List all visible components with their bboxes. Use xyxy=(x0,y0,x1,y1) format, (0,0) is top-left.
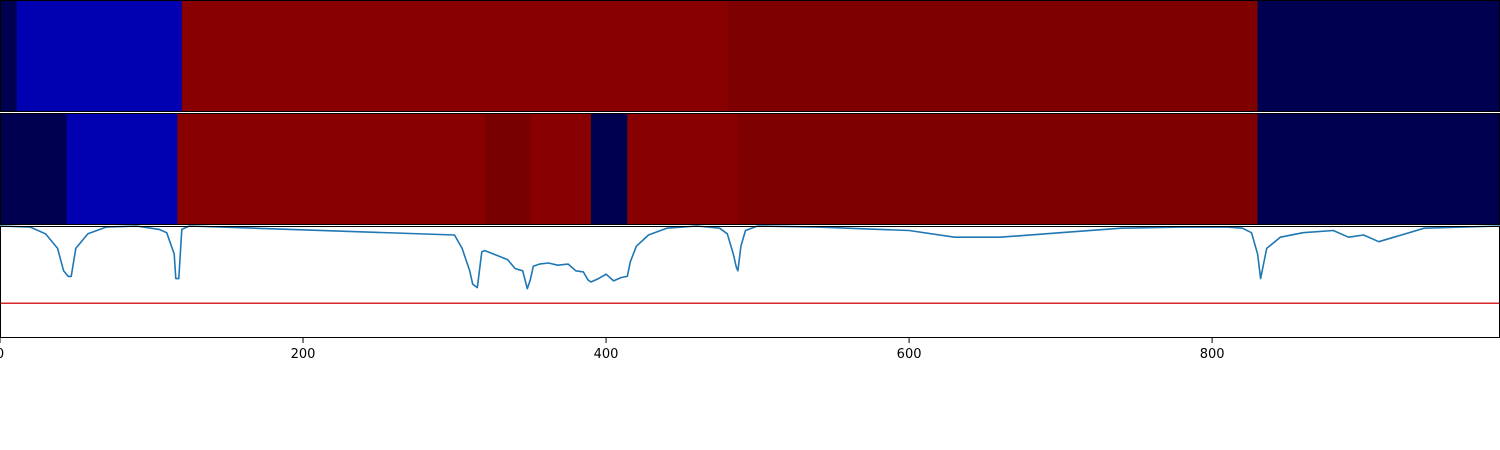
heatmap-segment xyxy=(177,113,486,225)
heatmap-track-2 xyxy=(0,113,1500,225)
heatmap-segment xyxy=(16,0,183,112)
line-plot-panel xyxy=(0,225,1500,338)
heatmap-segment xyxy=(181,0,728,112)
plot-background xyxy=(0,226,1500,338)
series-line xyxy=(0,225,1500,290)
heatmap-segment xyxy=(627,113,739,225)
x-tick-label: 800 xyxy=(1200,347,1225,362)
heatmap-segment xyxy=(66,113,178,225)
heatmap-segment xyxy=(737,113,1259,225)
heatmap-segment xyxy=(590,113,628,225)
x-tick-label: 200 xyxy=(291,347,316,362)
heatmap-segment xyxy=(1257,113,1500,225)
heatmap-segment xyxy=(727,0,1259,112)
x-tick-label: 0 xyxy=(0,347,4,362)
heatmap-segment xyxy=(484,113,531,225)
heatmap-segment xyxy=(0,0,18,112)
x-tick-label: 600 xyxy=(897,347,922,362)
heatmap-track-1 xyxy=(0,0,1500,112)
heatmap-segment xyxy=(0,113,68,225)
heatmap-segment xyxy=(530,113,592,225)
x-axis: 0 200 400 600 800 xyxy=(0,338,1225,362)
x-tick-label: 400 xyxy=(594,347,619,362)
heatmap-segment xyxy=(1257,0,1500,112)
